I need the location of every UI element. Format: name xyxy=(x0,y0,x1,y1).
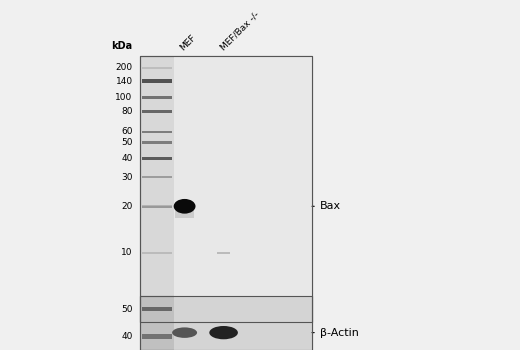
Text: 60: 60 xyxy=(121,127,133,136)
Bar xyxy=(140,56,312,322)
Text: 50: 50 xyxy=(121,138,133,147)
Bar xyxy=(142,131,172,133)
Ellipse shape xyxy=(209,326,238,339)
Text: MEF/Bax -/-: MEF/Bax -/- xyxy=(218,10,261,52)
Bar xyxy=(174,296,312,350)
Bar xyxy=(175,210,194,218)
Text: 50: 50 xyxy=(121,305,133,314)
Text: 30: 30 xyxy=(121,173,133,182)
Text: 20: 20 xyxy=(121,202,133,211)
Bar xyxy=(142,252,172,254)
Text: 140: 140 xyxy=(115,77,133,86)
Bar xyxy=(217,252,230,254)
Bar xyxy=(142,334,172,338)
Bar xyxy=(140,56,312,322)
Text: β-Actin: β-Actin xyxy=(312,328,359,338)
Ellipse shape xyxy=(172,327,197,338)
Text: 100: 100 xyxy=(115,93,133,102)
Bar xyxy=(142,307,172,312)
Bar xyxy=(140,296,312,350)
Text: MEF: MEF xyxy=(178,33,198,52)
Text: 40: 40 xyxy=(121,332,133,341)
Bar xyxy=(142,67,172,69)
Bar xyxy=(142,79,172,83)
Text: kDa: kDa xyxy=(111,41,133,51)
Text: 10: 10 xyxy=(121,248,133,257)
Bar xyxy=(142,157,172,160)
Bar xyxy=(174,56,312,322)
Bar xyxy=(142,205,172,207)
Bar xyxy=(142,176,172,178)
Bar xyxy=(142,110,172,113)
Text: Bax: Bax xyxy=(312,201,341,211)
Bar xyxy=(142,205,172,208)
Text: 40: 40 xyxy=(121,154,133,163)
Text: 80: 80 xyxy=(121,107,133,116)
Text: 200: 200 xyxy=(115,63,133,72)
Bar xyxy=(142,252,172,254)
Bar xyxy=(140,296,312,350)
Ellipse shape xyxy=(174,199,196,214)
Bar xyxy=(142,96,172,99)
Bar xyxy=(142,141,172,144)
